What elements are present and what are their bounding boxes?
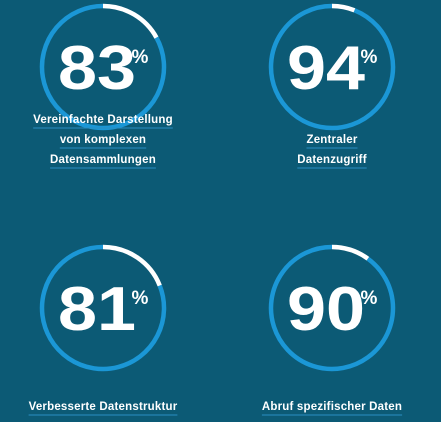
stat-caption-line: Zentraler [306,134,357,146]
ring-value-arc [268,244,396,372]
ring-remainder-arc [102,244,162,287]
stat-caption-line: Vereinfachte Darstellung [33,114,173,126]
stat-block: 81% Verbesserte Datenstruktur [29,244,178,416]
percent-sign: % [132,47,149,68]
ring-remainder-arc [331,3,356,13]
stat-caption-line: Datensammlungen [50,154,156,166]
ring-value-arc [39,244,167,372]
stat-caption-line: Abruf spezifischer Daten [262,401,402,413]
stat-caption-line: von komplexen [60,134,146,146]
ring-value-arc [268,3,396,131]
stat-block: 90% Abruf spezifischer Daten [262,244,403,416]
stat-block: 83% Vereinfachte Darstellung von komplexen… [33,3,173,169]
stat-value: 83 [58,34,136,103]
ring-value-arc [39,3,167,131]
stat-value: 81 [58,275,136,344]
stat-caption-line: Datenzugriff [297,154,366,166]
percent-sign: % [132,288,149,309]
ring-remainder-arc [331,244,370,261]
percent-sign: % [361,47,378,68]
stat-value: 90 [287,275,365,344]
percent-sign: % [361,288,378,309]
ring-remainder-arc [102,3,159,39]
stat-caption-line: Verbesserte Datenstruktur [29,401,178,413]
stat-block: 94% Zentraler Datenzugriff [268,3,396,169]
stat-value: 94 [287,34,366,103]
